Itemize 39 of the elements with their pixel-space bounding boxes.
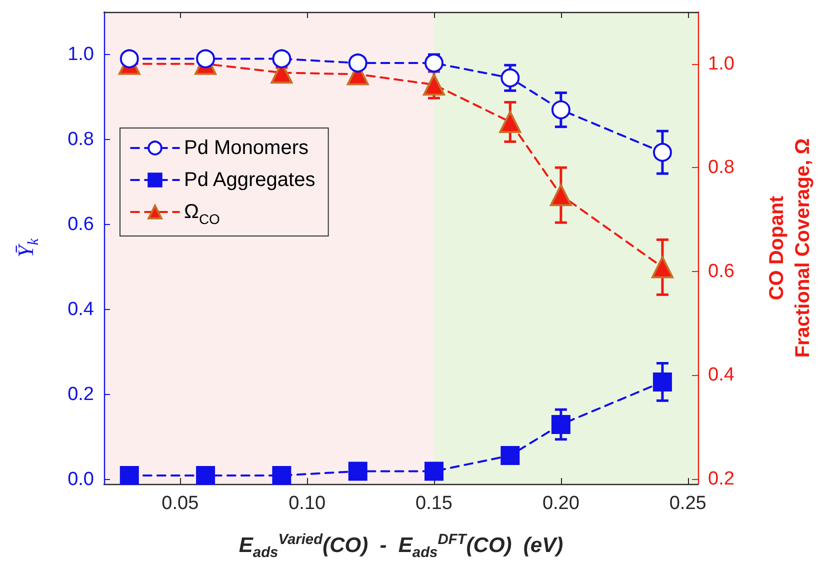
x-tick-label: 0.15 bbox=[416, 493, 452, 514]
point bbox=[424, 462, 444, 481]
point bbox=[348, 462, 368, 481]
point bbox=[272, 49, 292, 68]
x-axis-title: E$_{ads}$$^{Varied}$(CO) - E$_{ads}$$^{DFT}$(CO) (eV) bbox=[238, 532, 564, 562]
point bbox=[652, 372, 672, 392]
legend-label: Pd Aggregates bbox=[184, 169, 316, 191]
point bbox=[196, 466, 216, 485]
y2-axis-title: CO Dopant Fractional Coverage, Ω bbox=[765, 138, 815, 358]
point bbox=[196, 49, 216, 68]
point bbox=[550, 184, 572, 206]
x-tick-label: 0.10 bbox=[288, 493, 326, 514]
x-tick-label: 0.25 bbox=[669, 493, 706, 514]
y-tick-label: 0.6 bbox=[68, 214, 94, 236]
y-tick-label: 0.0 bbox=[68, 469, 94, 490]
y-tick-label: 1.0 bbox=[68, 44, 94, 66]
legend-label: Pd Monomers bbox=[184, 137, 308, 159]
point bbox=[652, 142, 672, 162]
point bbox=[499, 110, 522, 133]
point bbox=[500, 68, 520, 88]
y-tick-label: 0.4 bbox=[68, 299, 94, 320]
y2-tick-label: 1.0 bbox=[708, 53, 734, 74]
y2-tick-label: 0.2 bbox=[708, 468, 734, 490]
y-tick-label: 0.8 bbox=[68, 129, 94, 150]
y-tick-label: 0.2 bbox=[68, 384, 94, 406]
point bbox=[120, 466, 139, 485]
y2-tick-label: 0.8 bbox=[708, 157, 734, 178]
point bbox=[120, 49, 139, 68]
x-tick-label: 0.05 bbox=[162, 493, 199, 514]
point bbox=[551, 100, 570, 120]
point bbox=[423, 74, 445, 96]
point bbox=[272, 466, 292, 485]
point bbox=[551, 414, 570, 434]
x-tick-label: 0.20 bbox=[542, 493, 580, 514]
y2-tick-label: 0.4 bbox=[708, 364, 735, 386]
point bbox=[348, 54, 368, 73]
y2-tick-label: 0.6 bbox=[708, 260, 734, 282]
point bbox=[500, 446, 520, 466]
point bbox=[651, 256, 674, 278]
